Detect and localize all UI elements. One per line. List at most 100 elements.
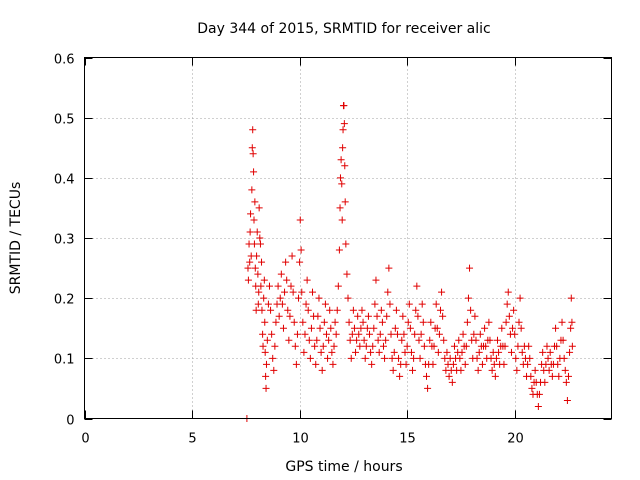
data-point — [279, 324, 287, 332]
data-point — [491, 372, 499, 380]
data-point — [472, 336, 480, 344]
data-point — [462, 342, 470, 350]
data-point — [567, 324, 575, 332]
data-point — [434, 348, 442, 356]
data-points — [243, 102, 576, 422]
data-point — [373, 312, 381, 320]
data-point — [284, 306, 292, 314]
data-point — [485, 318, 493, 326]
data-point — [302, 300, 310, 308]
data-point — [546, 348, 554, 356]
data-point — [563, 396, 571, 404]
data-point — [349, 306, 357, 314]
data-point — [325, 336, 333, 344]
data-point — [543, 342, 551, 350]
data-point — [461, 360, 469, 368]
data-point — [335, 246, 343, 254]
data-point — [267, 306, 275, 314]
data-point — [362, 342, 370, 350]
data-point — [344, 294, 352, 302]
data-point — [390, 348, 398, 356]
data-point — [413, 282, 421, 290]
chart-title: Day 344 of 2015, SRMTID for receiver ali… — [197, 21, 490, 37]
data-point — [498, 324, 506, 332]
data-point — [330, 342, 338, 350]
data-point — [387, 330, 395, 338]
data-point — [285, 336, 293, 344]
data-point — [463, 318, 471, 326]
data-point — [254, 300, 262, 308]
data-point — [503, 300, 511, 308]
data-point — [259, 330, 267, 338]
x-tick-label: 15 — [399, 432, 416, 447]
data-point — [247, 210, 255, 218]
data-point — [368, 360, 376, 368]
data-point — [426, 336, 434, 344]
data-point — [268, 330, 276, 338]
data-point — [424, 384, 432, 392]
data-point — [265, 282, 273, 290]
data-point — [333, 306, 341, 314]
data-point — [260, 294, 268, 302]
data-point — [382, 336, 390, 344]
data-point — [281, 288, 289, 296]
data-point — [350, 324, 358, 332]
data-point — [286, 312, 294, 320]
data-point — [367, 348, 375, 356]
data-point — [516, 294, 524, 302]
data-point — [440, 336, 448, 344]
data-point — [400, 330, 408, 338]
data-point — [340, 120, 348, 128]
data-point — [261, 318, 269, 326]
data-point — [375, 348, 383, 356]
data-point — [511, 330, 519, 338]
data-point — [502, 318, 510, 326]
data-point — [262, 384, 270, 392]
data-point — [322, 330, 330, 338]
data-point — [429, 360, 437, 368]
data-point — [403, 342, 411, 350]
data-point — [548, 372, 556, 380]
data-point — [305, 336, 313, 344]
data-point — [439, 312, 447, 320]
data-point — [500, 360, 508, 368]
data-point — [296, 216, 304, 224]
data-point — [304, 306, 312, 314]
data-point — [476, 330, 484, 338]
data-point — [478, 360, 486, 368]
data-point — [379, 342, 387, 350]
data-point — [258, 306, 266, 314]
y-tick-label: 0.2 — [54, 293, 75, 308]
data-point — [518, 348, 526, 356]
data-point — [524, 360, 532, 368]
data-point — [510, 306, 518, 314]
data-point — [528, 384, 536, 392]
data-point — [398, 336, 406, 344]
data-point — [253, 228, 261, 236]
x-tick-label: 5 — [188, 432, 196, 447]
data-point — [360, 336, 368, 344]
data-point — [296, 258, 304, 266]
data-point — [515, 318, 523, 326]
data-point — [246, 258, 254, 266]
data-point — [435, 330, 443, 338]
data-point — [327, 324, 335, 332]
data-point — [371, 300, 379, 308]
data-point — [376, 330, 384, 338]
data-point — [391, 324, 399, 332]
data-point — [488, 366, 496, 374]
data-point — [419, 318, 427, 326]
data-point — [264, 300, 272, 308]
data-point — [317, 348, 325, 356]
data-point — [352, 348, 360, 356]
data-point — [377, 306, 385, 314]
data-point — [306, 354, 314, 362]
data-point — [544, 354, 552, 362]
data-point — [388, 354, 396, 362]
data-point — [512, 354, 520, 362]
data-point — [291, 342, 299, 350]
data-point — [458, 348, 466, 356]
data-point — [417, 330, 425, 338]
data-point — [277, 270, 285, 278]
